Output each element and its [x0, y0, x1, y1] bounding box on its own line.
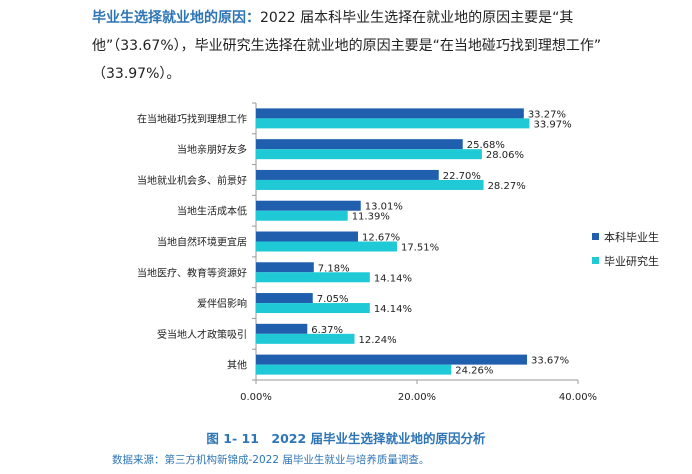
bar-undergraduate — [256, 293, 313, 304]
legend-label: 毕业研究生 — [604, 254, 659, 268]
data-label: 14.14% — [374, 304, 412, 315]
data-label: 7.18% — [318, 263, 350, 274]
bar-undergraduate — [256, 354, 528, 365]
data-label: 7.05% — [317, 294, 349, 305]
bar-postgraduate — [256, 272, 370, 283]
intro-line-2: 他”（33.67%），毕业研究生选择在就业地的原因主要是“在当地碰巧找到理想工作… — [92, 38, 602, 54]
data-label: 25.68% — [467, 140, 505, 151]
intro-line-1: 毕业生选择就业地的原因：2022 届本科毕业生选择在就业地的原因主要是“其 — [92, 4, 573, 32]
category-label: 当地亲朋好友多 — [177, 143, 247, 156]
category-label: 在当地碰巧找到理想工作 — [137, 112, 247, 125]
data-label: 33.67% — [531, 356, 569, 367]
data-label: 14.14% — [374, 273, 412, 284]
bar-undergraduate — [256, 169, 439, 180]
data-label: 13.01% — [365, 202, 403, 213]
category-label: 爱伴侣影响 — [197, 297, 247, 310]
legend-swatch — [592, 233, 599, 240]
bar-undergraduate — [256, 139, 463, 150]
bar-postgraduate — [256, 179, 484, 190]
bar-undergraduate — [256, 108, 524, 119]
bar-undergraduate — [256, 262, 314, 273]
bar-undergraduate — [256, 200, 361, 211]
data-label: 6.37% — [311, 325, 343, 336]
category-label: 当地自然环境更宜居 — [157, 236, 247, 249]
category-label: 受当地人才政策吸引 — [157, 328, 247, 341]
bar-undergraduate — [256, 231, 358, 242]
data-label: 12.24% — [359, 335, 397, 346]
data-label: 22.70% — [443, 171, 481, 182]
bar-postgraduate — [256, 241, 397, 252]
data-label: 17.51% — [401, 243, 439, 254]
bar-postgraduate — [256, 333, 355, 344]
data-label: 28.27% — [488, 181, 526, 192]
figure-caption: 图 1- 11 2022 届毕业生选择就业地的原因分析 — [206, 431, 486, 446]
bar-postgraduate — [256, 364, 452, 375]
data-label: 11.39% — [352, 212, 390, 223]
bar-postgraduate — [256, 149, 482, 160]
bar-postgraduate — [256, 303, 370, 314]
category-label: 当地生活成本低 — [177, 205, 247, 218]
category-label: 当地医疗、教育等资源好 — [137, 266, 247, 279]
data-label: 28.06% — [486, 150, 524, 161]
bar-chart: 0.00% 20.00% 40.00% 在当地碰巧找到理想工作 33.27%33.97%… — [137, 102, 659, 403]
x-tick-label: 0.00% — [240, 392, 272, 403]
intro-line-3: （33.97%）。 — [92, 66, 181, 82]
bar-postgraduate — [256, 118, 530, 129]
data-source-note: 数据来源：第三方机构新锦成-2022 届毕业生就业与培养质量调查。 — [112, 454, 430, 466]
data-label: 33.27% — [528, 109, 566, 120]
legend-swatch — [592, 257, 599, 264]
category-label: 其他 — [227, 359, 247, 372]
data-label: 12.67% — [362, 233, 400, 244]
category-label: 当地就业机会多、前景好 — [137, 174, 247, 187]
bar-postgraduate — [256, 210, 348, 221]
x-tick-label: 20.00% — [398, 392, 436, 403]
bar-undergraduate — [256, 323, 308, 334]
data-label: 24.26% — [455, 366, 493, 377]
x-tick-label: 40.00% — [559, 392, 597, 403]
data-label: 33.97% — [533, 119, 571, 130]
intro-highlight: 毕业生选择就业地的原因： — [92, 10, 260, 26]
intro-line-1-text: 2022 届本科毕业生选择在就业地的原因主要是“其 — [260, 10, 574, 26]
legend-label: 本科毕业生 — [604, 230, 659, 244]
